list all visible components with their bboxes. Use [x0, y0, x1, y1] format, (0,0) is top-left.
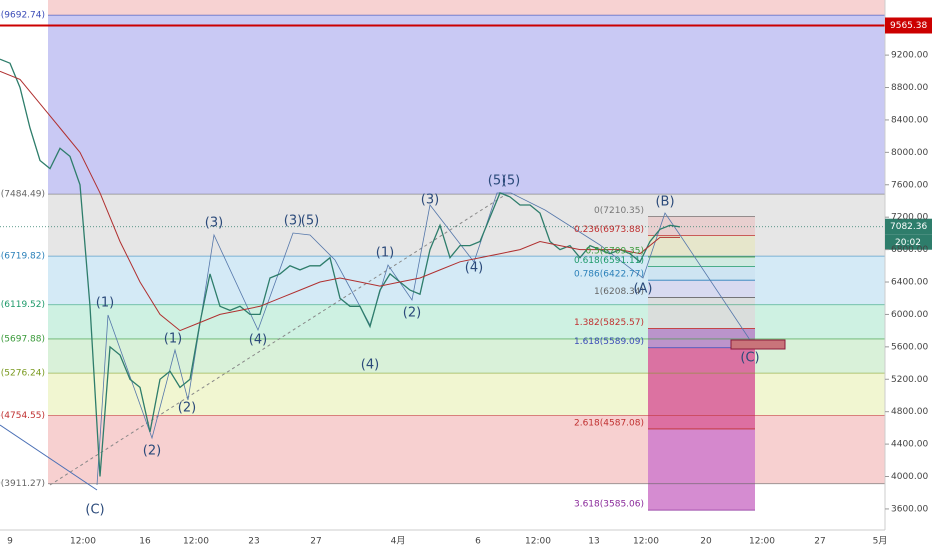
- wave-label: (3): [205, 216, 223, 231]
- y-tick-label: 6000.00: [891, 310, 928, 320]
- fib-label: 0.236(6973.88): [574, 225, 644, 235]
- x-tick-label: 27: [310, 537, 321, 547]
- fib-label: 18(9692.74): [0, 11, 45, 21]
- fib-band: [48, 373, 885, 416]
- fib-band: [48, 415, 885, 484]
- x-tick-label: 16: [139, 537, 151, 547]
- price-axis: [885, 0, 932, 550]
- y-tick-label: 3600.00: [891, 504, 928, 514]
- wave-label: (1): [376, 246, 394, 261]
- fib-band: [648, 216, 755, 236]
- price-tag: [885, 218, 932, 235]
- y-tick-label: 5600.00: [891, 342, 928, 352]
- fib-label: 0(7210.35): [594, 206, 644, 216]
- y-tick-label: 5200.00: [891, 375, 928, 385]
- price-tag-label: 7082.36: [890, 222, 927, 232]
- x-tick-label: 4月: [391, 536, 406, 547]
- fib-label: 0.5(6709.35): [585, 246, 644, 256]
- x-tick-label: 12:00: [70, 537, 96, 547]
- fib-label: 1(6208.34): [594, 287, 644, 297]
- wave-label: (2): [178, 401, 196, 416]
- wave-label: (C): [740, 351, 759, 366]
- y-tick-label: 4400.00: [891, 440, 928, 450]
- wave-label: (1): [164, 332, 182, 347]
- x-tick-label: 6: [475, 537, 481, 547]
- y-tick-label: 8400.00: [891, 115, 928, 125]
- trend-line: [0, 424, 98, 491]
- fib-label: 2.618(4587.08): [574, 418, 644, 428]
- wave-label: (5): [301, 214, 319, 229]
- fib-band: [648, 256, 755, 267]
- wave-label: (3): [421, 193, 439, 208]
- wave-label: (2): [143, 444, 161, 459]
- fib-band: [648, 266, 755, 281]
- timer-label: 20:02: [895, 238, 921, 248]
- fib-label: 0.618(6591.11): [574, 256, 644, 266]
- x-tick-label: 9: [7, 537, 13, 547]
- fib-label: 86(6719.82): [0, 252, 45, 262]
- wave-label: (3): [284, 214, 302, 229]
- fib-label: 82(5276.24): [0, 369, 45, 379]
- wave-label: (C): [85, 503, 104, 518]
- y-tick-label: 7200.00: [891, 213, 928, 223]
- price-tag-label: 9565.38: [890, 21, 927, 31]
- x-tick-label: 27: [814, 537, 825, 547]
- x-tick-label: 12:00: [633, 537, 659, 547]
- price-line-series: [0, 70, 680, 332]
- fib-band: [648, 280, 755, 298]
- y-tick-label: 4000.00: [891, 472, 928, 482]
- x-tick-label: 12:00: [525, 537, 551, 547]
- wave-label: (2): [403, 306, 421, 321]
- fib-band: [648, 328, 755, 348]
- wave-label: (B): [655, 195, 674, 210]
- fib-band: [48, 15, 885, 195]
- fib-band: [648, 235, 755, 257]
- price-tag: [885, 17, 932, 34]
- fib-label: 18(6119.52): [0, 300, 45, 310]
- target-box: [730, 339, 786, 350]
- fib-label: 1.618(5589.09): [574, 337, 644, 347]
- x-tick-label: 12:00: [183, 537, 209, 547]
- fib-label: 0.786(6422.77): [574, 270, 644, 280]
- y-tick-label: 9200.00: [891, 51, 928, 61]
- y-tick-label: 7600.00: [891, 180, 928, 190]
- wave-label: (5): [488, 174, 506, 189]
- fib-label: 1(7484.49): [0, 190, 45, 200]
- fib-band: [648, 297, 755, 329]
- timer-tag: [885, 234, 932, 250]
- x-tick-label: 5月: [873, 536, 888, 547]
- fib-label: 36(4754.55): [0, 411, 45, 421]
- y-tick-label: 6800.00: [891, 245, 928, 255]
- fib-band: [48, 0, 885, 16]
- y-tick-label: 8800.00: [891, 83, 928, 93]
- wave-label: (4): [361, 358, 379, 373]
- x-tick-label: 12:00: [749, 537, 775, 547]
- x-tick-label: 13: [588, 537, 599, 547]
- fib-label: 0(3911.27): [0, 479, 45, 489]
- fib-band: [648, 428, 755, 511]
- x-tick-label: 20: [700, 537, 712, 547]
- y-tick-label: 6400.00: [891, 278, 928, 288]
- y-tick-label: 8000.00: [891, 148, 928, 158]
- wave-label: (5): [502, 174, 520, 189]
- fib-band: [648, 347, 755, 429]
- wave-label: (4): [249, 333, 267, 348]
- fib-band: [48, 194, 885, 257]
- x-tick-label: 23: [248, 537, 259, 547]
- wave-label: (A): [633, 282, 652, 297]
- wave-lines: [96, 192, 751, 486]
- y-tick-label: 4800.00: [891, 407, 928, 417]
- fib-label: 1.382(5825.57): [574, 318, 644, 328]
- fib-label: 0.5(5697.88): [0, 334, 45, 344]
- wave-label: (1): [96, 296, 114, 311]
- wave-label: (4): [465, 261, 483, 276]
- fib-label: 3.618(3585.06): [574, 500, 644, 510]
